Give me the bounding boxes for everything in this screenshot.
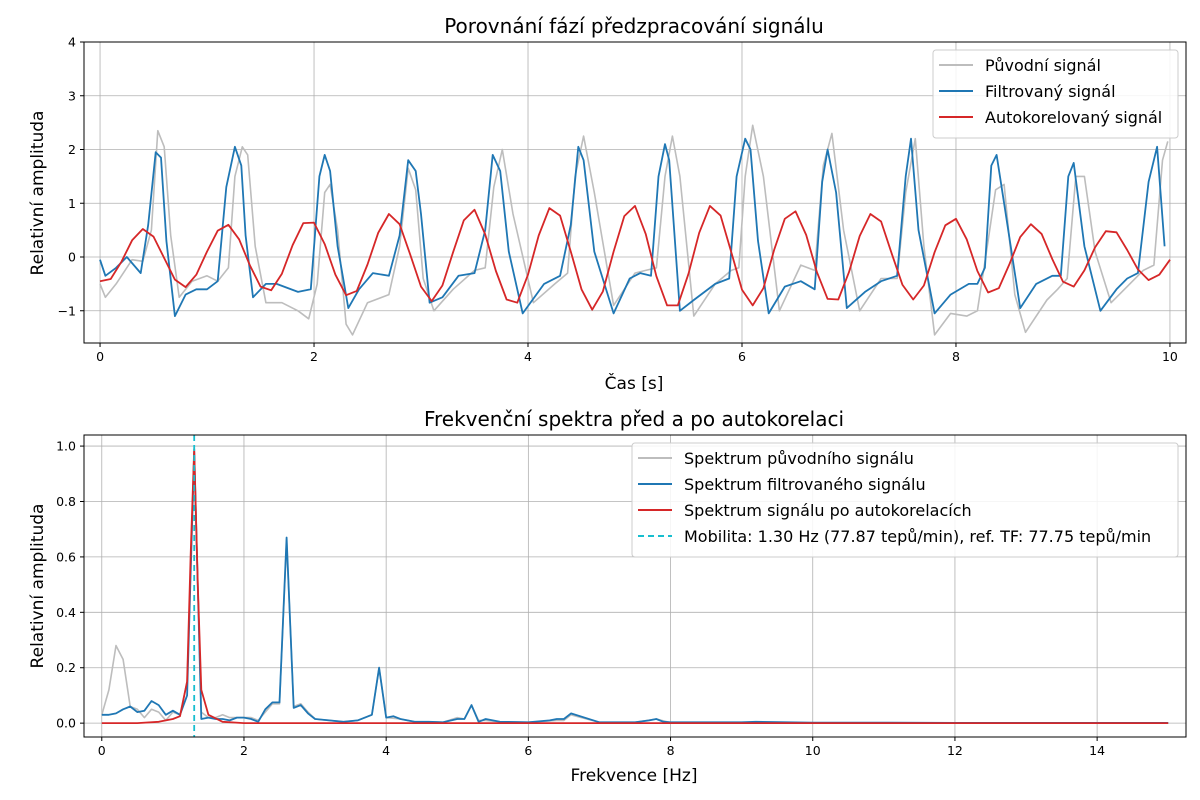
legend-entry: Spektrum signálu po autokorelacích	[638, 501, 972, 520]
plot-frame	[83, 434, 1187, 738]
y-tick: 0.0	[56, 716, 84, 731]
x-tick: 4	[524, 343, 532, 364]
spectrum-chart: Frekvenční spektra před a po autokorelac…	[28, 407, 1187, 786]
x-tick-label: 0	[96, 349, 104, 364]
y-tick-label: 0.6	[56, 549, 76, 564]
x-tick-label: 0	[98, 743, 106, 758]
y-tick-label: 0.4	[56, 605, 76, 620]
legend-entry: Autokorelovaný signál	[939, 108, 1162, 127]
x-tick-label: 2	[310, 349, 318, 364]
x-tick-label: 10	[805, 743, 821, 758]
y-tick: 3	[68, 88, 84, 103]
legend-label: Původní signál	[985, 56, 1101, 75]
x-tick: 4	[382, 737, 390, 758]
series-line-1	[99, 124, 1169, 336]
y-tick-label: 0.0	[56, 716, 76, 731]
x-tick: 0	[96, 343, 104, 364]
legend-entry: Filtrovaný signál	[939, 82, 1116, 101]
plot-frame	[83, 41, 1187, 344]
legend: Původní signál Filtrovaný signál Autokorel…	[932, 49, 1179, 139]
legend-frame	[631, 442, 1179, 558]
x-tick: 0	[98, 737, 106, 758]
y-tick: 4	[68, 35, 84, 50]
y-tick: 0.2	[56, 660, 84, 675]
x-tick-label: 8	[667, 743, 675, 758]
y-tick-label: 1	[68, 196, 76, 211]
x-tick-label: 4	[382, 743, 390, 758]
y-tick-label: 0.2	[56, 660, 76, 675]
x-tick-label: 6	[738, 349, 746, 364]
chart-title: Porovnání fází předzpracování signálu	[444, 14, 824, 38]
legend-label: Spektrum původního signálu	[684, 449, 914, 468]
legend-label: Autokorelovaný signál	[985, 108, 1162, 127]
x-tick: 2	[240, 737, 248, 758]
x-tick: 6	[524, 737, 532, 758]
legend-frame	[932, 49, 1179, 139]
y-tick: 1	[68, 196, 84, 211]
chart-title: Frekvenční spektra před a po autokorelac…	[424, 407, 844, 431]
y-axis-label: Relativní amplituda	[28, 504, 48, 669]
x-tick: 12	[947, 737, 963, 758]
y-tick-label: 3	[68, 88, 76, 103]
x-tick-label: 8	[952, 349, 960, 364]
x-tick: 6	[738, 343, 746, 364]
y-tick: 2	[68, 142, 84, 157]
x-tick-label: 14	[1089, 743, 1105, 758]
y-tick-label: 4	[68, 35, 76, 50]
time-domain-chart: Porovnání fází předzpracování signálu 0 2…	[28, 14, 1187, 394]
legend-entry: Mobilita: 1.30 Hz (77.87 tepů/min), ref.…	[638, 527, 1151, 546]
y-tick-label: −1	[58, 303, 76, 318]
legend-label: Spektrum filtrovaného signálu	[684, 475, 926, 494]
series-line-3	[101, 447, 1169, 724]
y-tick: 0	[68, 250, 84, 265]
legend: Spektrum původního signálu Spektrum filtr…	[631, 442, 1179, 558]
legend-entry: Spektrum původního signálu	[638, 449, 914, 468]
y-axis-label: Relativní amplituda	[28, 111, 48, 276]
series-line-2	[99, 137, 1166, 318]
x-tick-label: 2	[240, 743, 248, 758]
x-tick: 8	[667, 737, 675, 758]
legend-label: Spektrum signálu po autokorelacích	[684, 501, 972, 520]
y-tick: 0.4	[56, 605, 84, 620]
y-tick: 0.6	[56, 549, 84, 564]
x-tick-label: 4	[524, 349, 532, 364]
y-tick: 1.0	[56, 439, 84, 454]
y-tick-label: 0.8	[56, 494, 76, 509]
x-tick: 10	[1162, 343, 1178, 364]
legend-entry: Spektrum filtrovaného signálu	[638, 475, 926, 494]
x-axis-label: Frekvence [Hz]	[571, 766, 698, 786]
x-tick: 10	[805, 737, 821, 758]
legend-label: Filtrovaný signál	[985, 82, 1116, 101]
y-tick: −1	[58, 303, 84, 318]
y-tick-label: 0	[68, 250, 76, 265]
x-tick: 8	[952, 343, 960, 364]
x-tick-label: 10	[1162, 349, 1178, 364]
legend-entry: Původní signál	[939, 56, 1101, 75]
x-axis-label: Čas [s]	[605, 372, 664, 394]
y-tick-label: 2	[68, 142, 76, 157]
y-tick: 0.8	[56, 494, 84, 509]
legend-label: Mobilita: 1.30 Hz (77.87 tepů/min), ref.…	[684, 527, 1151, 546]
y-tick-label: 1.0	[56, 439, 76, 454]
series-line-3	[99, 204, 1171, 311]
x-tick: 2	[310, 343, 318, 364]
x-tick: 14	[1089, 737, 1105, 758]
x-tick-label: 12	[947, 743, 963, 758]
x-tick-label: 6	[524, 743, 532, 758]
